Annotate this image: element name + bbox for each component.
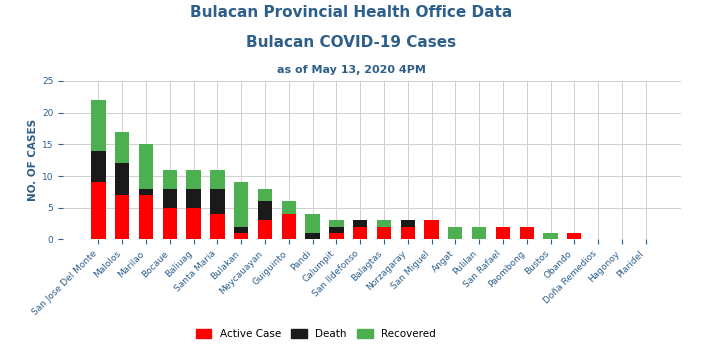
Bar xyxy=(139,195,153,239)
Bar xyxy=(329,227,343,233)
Bar xyxy=(115,163,129,195)
Bar xyxy=(329,220,343,227)
Bar xyxy=(567,233,581,239)
Bar xyxy=(210,214,225,239)
Bar xyxy=(187,189,201,208)
Bar xyxy=(448,227,463,239)
Bar xyxy=(139,144,153,189)
Bar xyxy=(305,214,319,233)
Bar xyxy=(115,195,129,239)
Bar xyxy=(258,201,272,220)
Bar xyxy=(139,189,153,195)
Bar xyxy=(210,189,225,214)
Bar xyxy=(472,227,486,239)
Bar xyxy=(401,227,415,239)
Bar xyxy=(353,220,367,227)
Bar xyxy=(210,170,225,189)
Text: Bulacan Provincial Health Office Data: Bulacan Provincial Health Office Data xyxy=(190,5,512,20)
Legend: Active Case, Death, Recovered: Active Case, Death, Recovered xyxy=(192,325,440,343)
Text: as of May 13, 2020 4PM: as of May 13, 2020 4PM xyxy=(277,65,425,75)
Bar xyxy=(258,189,272,201)
Bar xyxy=(234,227,249,233)
Bar xyxy=(401,220,415,227)
Bar xyxy=(353,227,367,239)
Bar xyxy=(425,220,439,239)
Bar xyxy=(91,182,105,239)
Bar xyxy=(496,227,510,239)
Bar xyxy=(258,220,272,239)
Bar xyxy=(329,233,343,239)
Bar xyxy=(163,189,177,208)
Bar xyxy=(377,227,391,239)
Bar xyxy=(91,100,105,151)
Bar xyxy=(282,201,296,214)
Bar xyxy=(163,208,177,239)
Bar xyxy=(163,170,177,189)
Bar xyxy=(91,151,105,182)
Bar xyxy=(187,208,201,239)
Bar xyxy=(305,233,319,239)
Bar xyxy=(234,182,249,227)
Bar xyxy=(282,214,296,239)
Bar xyxy=(519,227,534,239)
Bar xyxy=(543,233,557,239)
Bar xyxy=(115,132,129,163)
Bar xyxy=(234,233,249,239)
Y-axis label: NO. OF CASES: NO. OF CASES xyxy=(28,119,38,201)
Text: Bulacan COVID-19 Cases: Bulacan COVID-19 Cases xyxy=(246,35,456,50)
Bar xyxy=(187,170,201,189)
Bar xyxy=(377,220,391,227)
